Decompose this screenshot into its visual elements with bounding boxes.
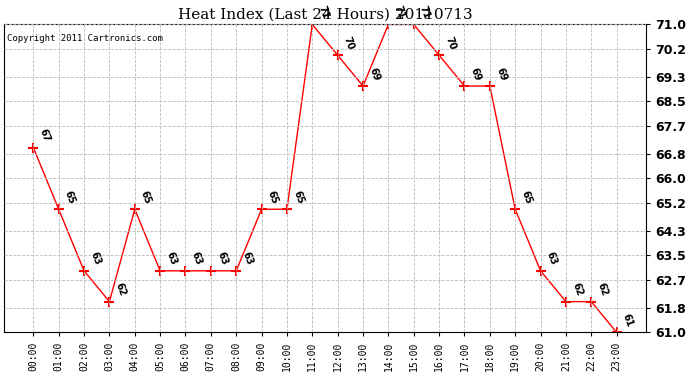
Text: 71: 71 [393, 4, 406, 20]
Text: 63: 63 [88, 251, 102, 267]
Text: 65: 65 [266, 189, 279, 205]
Text: 63: 63 [544, 251, 559, 267]
Text: 62: 62 [570, 281, 584, 297]
Text: 69: 69 [367, 66, 381, 82]
Text: 63: 63 [215, 251, 229, 267]
Title: Heat Index (Last 24 Hours) 20110713: Heat Index (Last 24 Hours) 20110713 [177, 8, 472, 22]
Text: 61: 61 [621, 312, 635, 328]
Text: 71: 71 [317, 4, 331, 20]
Text: 65: 65 [520, 189, 533, 205]
Text: 71: 71 [418, 4, 432, 20]
Text: 63: 63 [190, 251, 204, 267]
Text: 67: 67 [37, 128, 52, 144]
Text: 70: 70 [443, 35, 457, 51]
Text: 65: 65 [63, 189, 77, 205]
Text: 63: 63 [240, 251, 255, 267]
Text: 63: 63 [164, 251, 178, 267]
Text: 65: 65 [139, 189, 153, 205]
Text: Copyright 2011 Cartronics.com: Copyright 2011 Cartronics.com [8, 34, 164, 43]
Text: 62: 62 [595, 281, 609, 297]
Text: 70: 70 [342, 35, 356, 51]
Text: 65: 65 [291, 189, 305, 205]
Text: 62: 62 [114, 281, 128, 297]
Text: 69: 69 [494, 66, 508, 82]
Text: 69: 69 [469, 66, 482, 82]
